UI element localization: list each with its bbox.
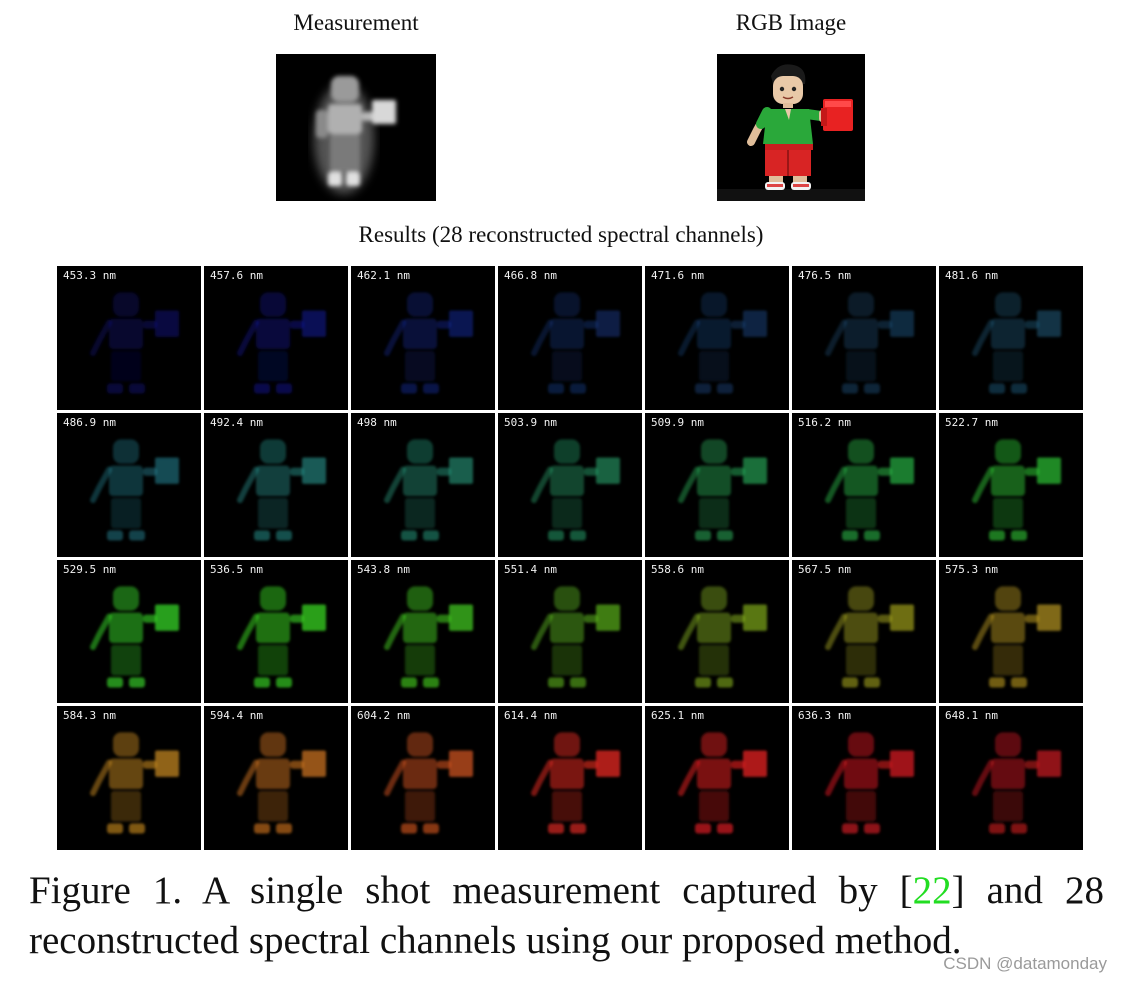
channel-figure-image bbox=[678, 439, 767, 541]
wavelength-label: 648.1 nm bbox=[945, 709, 998, 723]
spectral-channel-cell: 575.3 nm bbox=[939, 559, 1083, 704]
spectral-channel-cell: 453.3 nm bbox=[57, 266, 201, 410]
wavelength-label: 536.5 nm bbox=[210, 562, 263, 576]
wavelength-label: 453.3 nm bbox=[63, 269, 116, 282]
channel-figure-image bbox=[384, 439, 473, 541]
spectral-channel-cell: 476.5 nm bbox=[792, 266, 936, 410]
channel-figure-image bbox=[531, 585, 620, 688]
channel-figure-image bbox=[531, 439, 620, 541]
spectral-channel-cell: 625.1 nm bbox=[645, 706, 789, 850]
wavelength-label: 466.8 nm bbox=[504, 269, 557, 282]
wavelength-label: 471.6 nm bbox=[651, 269, 704, 282]
caption-text-prefix: Figure 1. A single shot measurement capt… bbox=[29, 869, 913, 912]
wavelength-label: 462.1 nm bbox=[357, 269, 410, 282]
spectral-channel-cell: 584.3 nm bbox=[57, 706, 201, 850]
rgb-image bbox=[717, 54, 865, 201]
channel-figure-image bbox=[237, 292, 326, 394]
wavelength-label: 575.3 nm bbox=[945, 562, 998, 576]
spectral-channel-cell: 492.4 nm bbox=[204, 412, 348, 557]
wavelength-label: 604.2 nm bbox=[357, 709, 410, 723]
measurement-image bbox=[276, 54, 436, 201]
wavelength-label: 486.9 nm bbox=[63, 415, 116, 429]
measurement-label: Measurement bbox=[293, 10, 419, 35]
channel-figure-image bbox=[531, 292, 620, 394]
spectral-channel-cell: 462.1 nm bbox=[351, 266, 495, 410]
channel-figure-image bbox=[972, 732, 1061, 834]
channel-figure-image bbox=[678, 585, 767, 688]
wavelength-label: 614.4 nm bbox=[504, 709, 557, 723]
spectral-channel-cell: 509.9 nm bbox=[645, 412, 789, 557]
spectral-channel-cell: 471.6 nm bbox=[645, 266, 789, 410]
channel-figure-image bbox=[384, 585, 473, 688]
channel-figure-image bbox=[825, 585, 914, 688]
spectral-channel-cell: 529.5 nm bbox=[57, 559, 201, 704]
channel-figure-image bbox=[237, 732, 326, 834]
channel-figure-image bbox=[825, 439, 914, 541]
channel-figure-image bbox=[237, 585, 326, 688]
spectral-channel-cell: 567.5 nm bbox=[792, 559, 936, 704]
caption-text-suffix: ] and 28 reconstructed spectral channels… bbox=[29, 869, 1104, 962]
wavelength-label: 476.5 nm bbox=[798, 269, 851, 282]
watermark: CSDN @datamonday bbox=[943, 954, 1107, 973]
channel-figure-image bbox=[678, 292, 767, 394]
wavelength-label: 625.1 nm bbox=[651, 709, 704, 723]
spectral-channel-cell: 457.6 nm bbox=[204, 266, 348, 410]
channel-figure-image bbox=[90, 292, 179, 394]
wavelength-label: 503.9 nm bbox=[504, 415, 557, 429]
spectral-channel-cell: 551.4 nm bbox=[498, 559, 642, 704]
channel-figure-image bbox=[825, 732, 914, 834]
wavelength-label: 481.6 nm bbox=[945, 269, 998, 282]
spectral-channel-cell: 516.2 nm bbox=[792, 412, 936, 557]
spectral-channel-cell: 543.8 nm bbox=[351, 559, 495, 704]
channel-figure-image bbox=[531, 732, 620, 834]
channel-figure-image bbox=[90, 732, 179, 834]
channel-figure-image bbox=[678, 732, 767, 834]
wavelength-label: 509.9 nm bbox=[651, 415, 704, 429]
channel-figure-image bbox=[384, 292, 473, 394]
wavelength-label: 543.8 nm bbox=[357, 562, 410, 576]
wavelength-label: 594.4 nm bbox=[210, 709, 263, 723]
wavelength-label: 558.6 nm bbox=[651, 562, 704, 576]
spectral-channel-cell: 614.4 nm bbox=[498, 706, 642, 850]
spectral-channel-cell: 486.9 nm bbox=[57, 412, 201, 557]
spectral-channel-cell: 503.9 nm bbox=[498, 412, 642, 557]
wavelength-label: 522.7 nm bbox=[945, 415, 998, 429]
spectral-channel-cell: 536.5 nm bbox=[204, 559, 348, 704]
figure-caption: Figure 1. A single shot measurement capt… bbox=[29, 866, 1104, 966]
channel-figure-image bbox=[384, 732, 473, 834]
wavelength-label: 636.3 nm bbox=[798, 709, 851, 723]
spectral-channel-cell: 498 nm bbox=[351, 412, 495, 557]
results-label: Results (28 reconstructed spectral chann… bbox=[358, 222, 764, 247]
spectral-channel-cell: 594.4 nm bbox=[204, 706, 348, 850]
rgb-image-label: RGB Image bbox=[735, 10, 847, 35]
wavelength-label: 529.5 nm bbox=[63, 562, 116, 576]
wavelength-label: 584.3 nm bbox=[63, 709, 116, 723]
channel-figure-image bbox=[90, 439, 179, 541]
spectral-channel-cell: 558.6 nm bbox=[645, 559, 789, 704]
spectral-channel-cell: 522.7 nm bbox=[939, 412, 1083, 557]
spectral-channel-cell: 481.6 nm bbox=[939, 266, 1083, 410]
spectral-channel-cell: 466.8 nm bbox=[498, 266, 642, 410]
wavelength-label: 516.2 nm bbox=[798, 415, 851, 429]
wavelength-label: 492.4 nm bbox=[210, 415, 263, 429]
channel-figure-image bbox=[825, 292, 914, 394]
wavelength-label: 551.4 nm bbox=[504, 562, 557, 576]
spectral-channel-cell: 604.2 nm bbox=[351, 706, 495, 850]
wavelength-label: 498 nm bbox=[357, 415, 397, 429]
channel-figure-image bbox=[90, 585, 179, 688]
spectral-channel-cell: 636.3 nm bbox=[792, 706, 936, 850]
spectral-channel-grid: 453.3 nm 457.6 nm 462.1 nm 466.8 nm 471.6 nm… bbox=[55, 264, 1085, 852]
citation-link[interactable]: 22 bbox=[912, 869, 952, 912]
wavelength-label: 457.6 nm bbox=[210, 269, 263, 282]
channel-figure-image bbox=[972, 292, 1061, 394]
channel-figure-image bbox=[237, 439, 326, 541]
wavelength-label: 567.5 nm bbox=[798, 562, 851, 576]
channel-figure-image bbox=[972, 585, 1061, 688]
channel-figure-image bbox=[972, 439, 1061, 541]
spectral-channel-cell: 648.1 nm bbox=[939, 706, 1083, 850]
